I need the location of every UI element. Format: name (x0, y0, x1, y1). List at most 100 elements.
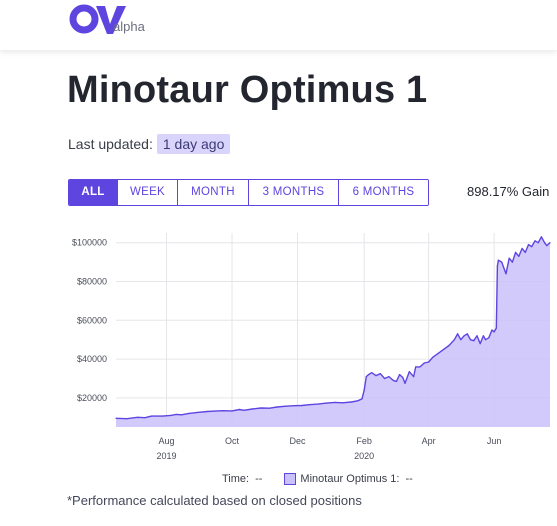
data-point (488, 337, 490, 339)
data-point (423, 362, 425, 364)
data-point (518, 255, 520, 257)
data-point (293, 405, 295, 407)
range-button-week[interactable]: WEEK (117, 180, 177, 205)
data-point (342, 402, 344, 404)
data-point (540, 236, 542, 238)
data-point (457, 333, 459, 335)
data-point (126, 418, 128, 420)
data-point (214, 410, 216, 412)
data-point (276, 406, 278, 408)
data-point (531, 246, 533, 248)
data-point (375, 375, 377, 377)
data-point (367, 374, 370, 376)
data-point (206, 410, 208, 413)
x-tick-sublabel: 2020 (354, 451, 374, 461)
data-point (482, 335, 484, 337)
series-area (116, 236, 550, 427)
data-point (115, 417, 117, 419)
data-point (534, 240, 536, 242)
data-point (175, 413, 177, 415)
top-header: alpha (0, 0, 557, 50)
data-point (508, 257, 510, 259)
data-point (496, 265, 498, 267)
range-button-all[interactable]: ALL (69, 180, 117, 205)
legend-series-swatch (284, 473, 297, 485)
performance-chart[interactable]: Aug 2019 Oct Dec Feb 2020 Apr Jun $20000 $40000 $6… (60, 228, 557, 468)
data-point (524, 251, 526, 253)
data-point (469, 339, 472, 341)
data-point (285, 405, 287, 407)
legend-time-label: Time: (222, 473, 250, 485)
x-tick-label: Oct (225, 436, 240, 446)
y-tick-label: $40000 (77, 354, 107, 364)
x-tick-label: Feb (356, 436, 372, 446)
data-point (231, 410, 233, 412)
range-button-3-months[interactable]: 3 MONTHS (248, 180, 338, 205)
data-point (395, 380, 397, 382)
data-point (350, 401, 352, 403)
alpha-logo-icon[interactable] (66, 2, 156, 42)
range-button-6-months[interactable]: 6 MONTHS (338, 180, 428, 205)
legend-time-value: -- (255, 473, 263, 485)
data-point (491, 329, 493, 331)
data-point (399, 374, 401, 376)
data-point (511, 261, 513, 263)
data-point (404, 382, 406, 384)
data-point (308, 404, 310, 406)
data-point (269, 407, 271, 409)
data-point (238, 408, 241, 411)
data-point (476, 335, 478, 337)
data-point (180, 414, 183, 416)
data-point (363, 389, 365, 391)
series-line (115, 236, 551, 420)
data-point (484, 339, 487, 341)
data-point (497, 259, 499, 261)
data-point (170, 414, 172, 416)
time-range-selector: ALL WEEK MONTH 3 MONTHS 6 MONTHS (68, 179, 429, 206)
data-point (388, 376, 390, 378)
last-updated: Last updated: 1 day ago (68, 133, 231, 155)
data-point (428, 361, 430, 363)
data-point (415, 366, 417, 368)
data-point (317, 403, 319, 405)
gain-value: 898.17% Gain (467, 184, 550, 199)
x-tick-label: Apr (422, 436, 436, 446)
footnote: *Performance calculated based on closed … (67, 493, 362, 508)
y-tick-label: $60000 (77, 315, 107, 325)
data-point (515, 251, 517, 253)
last-updated-label: Last updated: (68, 136, 153, 152)
data-point (413, 376, 415, 378)
chart-legend: Time: -- Minotaur Optimus 1: -- (222, 473, 413, 485)
data-point (443, 348, 445, 350)
data-point (544, 242, 546, 244)
data-point (136, 416, 139, 418)
data-point (432, 356, 434, 358)
data-point (221, 410, 223, 412)
data-point (463, 335, 465, 337)
data-point (361, 398, 363, 400)
data-point (161, 415, 163, 417)
data-point (479, 343, 481, 345)
data-point (243, 409, 245, 411)
data-point (448, 344, 450, 347)
data-point (521, 247, 523, 250)
data-point (466, 333, 468, 335)
data-point (384, 377, 386, 380)
last-updated-badge: 1 day ago (156, 134, 231, 154)
y-tick-label: $100000 (72, 238, 107, 248)
data-point (144, 417, 146, 419)
x-tick-sublabel: 2019 (156, 451, 176, 461)
data-point (301, 404, 303, 407)
data-point (473, 340, 475, 342)
data-point (371, 372, 373, 374)
x-tick-label: Dec (290, 436, 307, 446)
y-tick-label: $80000 (77, 277, 107, 287)
page-title: Minotaur Optimus 1 (67, 69, 428, 111)
data-point (505, 273, 507, 275)
legend-series-value: -- (405, 473, 413, 485)
range-button-month[interactable]: MONTH (177, 180, 248, 205)
data-point (260, 407, 262, 409)
data-point (379, 373, 381, 375)
logo-text: alpha (113, 19, 145, 34)
data-point (365, 376, 367, 378)
